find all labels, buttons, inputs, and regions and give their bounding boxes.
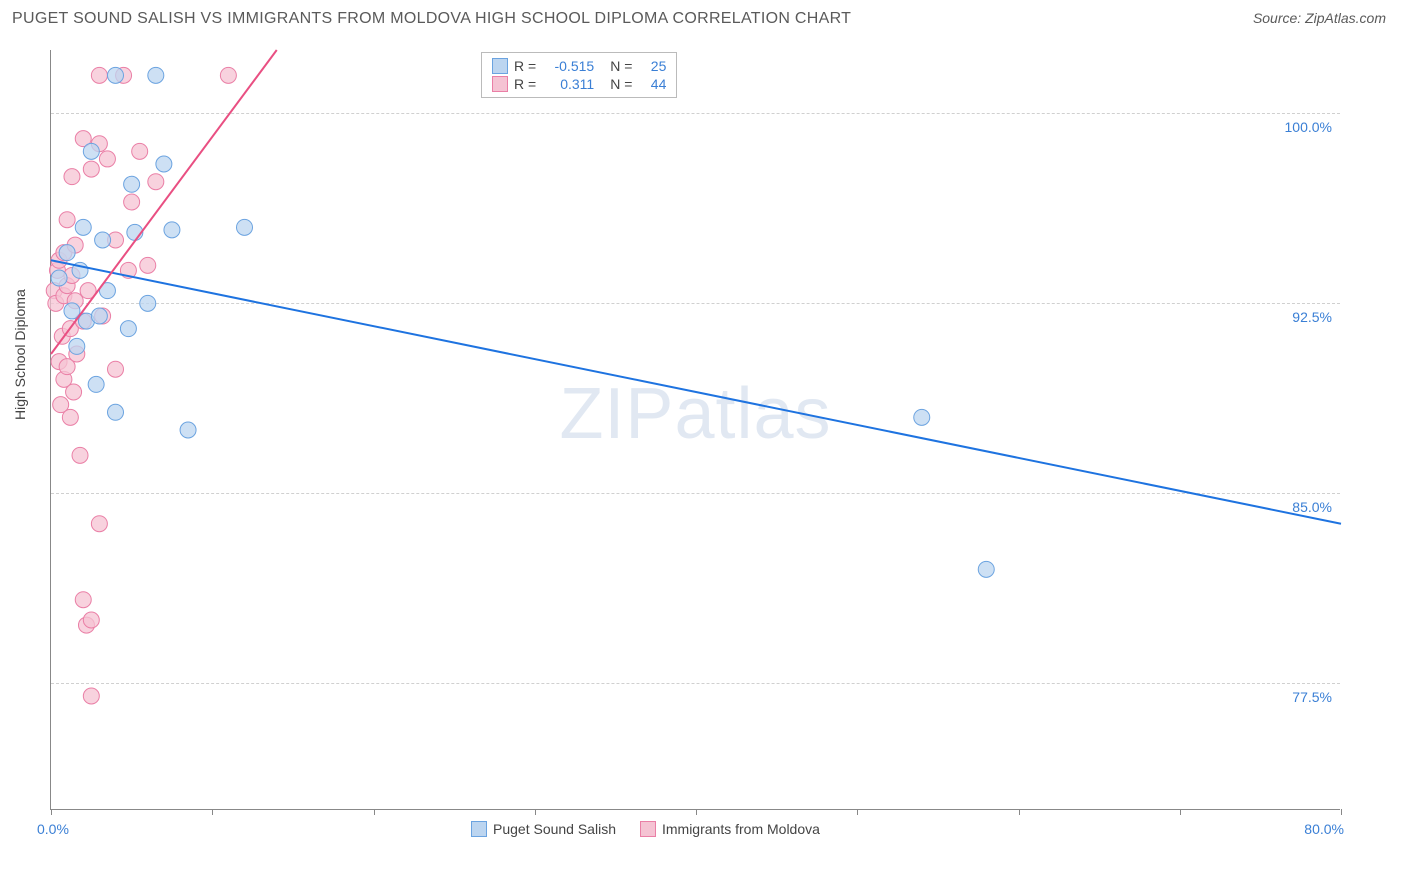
swatch-blue-icon: [471, 821, 487, 837]
n-value-0: 25: [642, 58, 666, 74]
data-point: [99, 151, 115, 167]
x-tick-mark: [857, 809, 858, 815]
data-point: [66, 384, 82, 400]
x-tick-mark: [535, 809, 536, 815]
legend-label-0: Puget Sound Salish: [493, 821, 616, 837]
data-point: [83, 161, 99, 177]
source-label: Source: ZipAtlas.com: [1253, 10, 1386, 26]
data-point: [140, 295, 156, 311]
series-legend: Puget Sound Salish Immigrants from Moldo…: [471, 821, 820, 837]
data-point: [91, 308, 107, 324]
legend-row-series-0: R = -0.515 N = 25: [492, 57, 666, 75]
r-value-1: 0.311: [546, 76, 594, 92]
data-point: [59, 245, 75, 261]
r-value-0: -0.515: [546, 58, 594, 74]
data-point: [237, 219, 253, 235]
x-tick-mark: [1019, 809, 1020, 815]
trend-line: [51, 50, 277, 354]
swatch-pink-icon: [640, 821, 656, 837]
data-point: [180, 422, 196, 438]
chart-plot-area: ZIPatlas 77.5%85.0%92.5%100.0% R = -0.51…: [50, 50, 1340, 810]
data-point: [64, 303, 80, 319]
swatch-pink: [492, 76, 508, 92]
data-point: [83, 688, 99, 704]
legend-item-1: Immigrants from Moldova: [640, 821, 820, 837]
data-point: [72, 447, 88, 463]
correlation-legend: R = -0.515 N = 25 R = 0.311 N = 44: [481, 52, 677, 98]
data-point: [148, 67, 164, 83]
data-point: [91, 67, 107, 83]
chart-title: PUGET SOUND SALISH VS IMMIGRANTS FROM MO…: [12, 10, 851, 28]
legend-row-series-1: R = 0.311 N = 44: [492, 75, 666, 93]
data-point: [108, 404, 124, 420]
trend-line: [51, 260, 1341, 523]
x-tick-mark: [1180, 809, 1181, 815]
data-point: [132, 143, 148, 159]
data-point: [75, 219, 91, 235]
data-point: [83, 143, 99, 159]
legend-item-0: Puget Sound Salish: [471, 821, 616, 837]
data-point: [164, 222, 180, 238]
x-tick-min: 0.0%: [37, 821, 69, 837]
data-point: [69, 338, 85, 354]
data-point: [88, 376, 104, 392]
data-point: [148, 174, 164, 190]
n-value-1: 44: [642, 76, 666, 92]
swatch-blue: [492, 58, 508, 74]
data-point: [83, 612, 99, 628]
data-point: [914, 409, 930, 425]
data-point: [75, 592, 91, 608]
legend-label-1: Immigrants from Moldova: [662, 821, 820, 837]
x-tick-mark: [51, 809, 52, 815]
data-point: [120, 321, 136, 337]
x-tick-mark: [1341, 809, 1342, 815]
scatter-svg: [51, 50, 1340, 809]
data-point: [91, 516, 107, 532]
data-point: [220, 67, 236, 83]
data-point: [108, 67, 124, 83]
data-point: [64, 169, 80, 185]
x-tick-max: 80.0%: [1304, 821, 1344, 837]
data-point: [156, 156, 172, 172]
x-tick-mark: [696, 809, 697, 815]
x-tick-mark: [212, 809, 213, 815]
data-point: [95, 232, 111, 248]
x-tick-mark: [374, 809, 375, 815]
data-point: [124, 176, 140, 192]
data-point: [51, 270, 67, 286]
y-axis-label: High School Diploma: [12, 289, 28, 420]
data-point: [124, 194, 140, 210]
data-point: [140, 257, 156, 273]
data-point: [978, 561, 994, 577]
data-point: [59, 212, 75, 228]
data-point: [62, 409, 78, 425]
data-point: [108, 361, 124, 377]
